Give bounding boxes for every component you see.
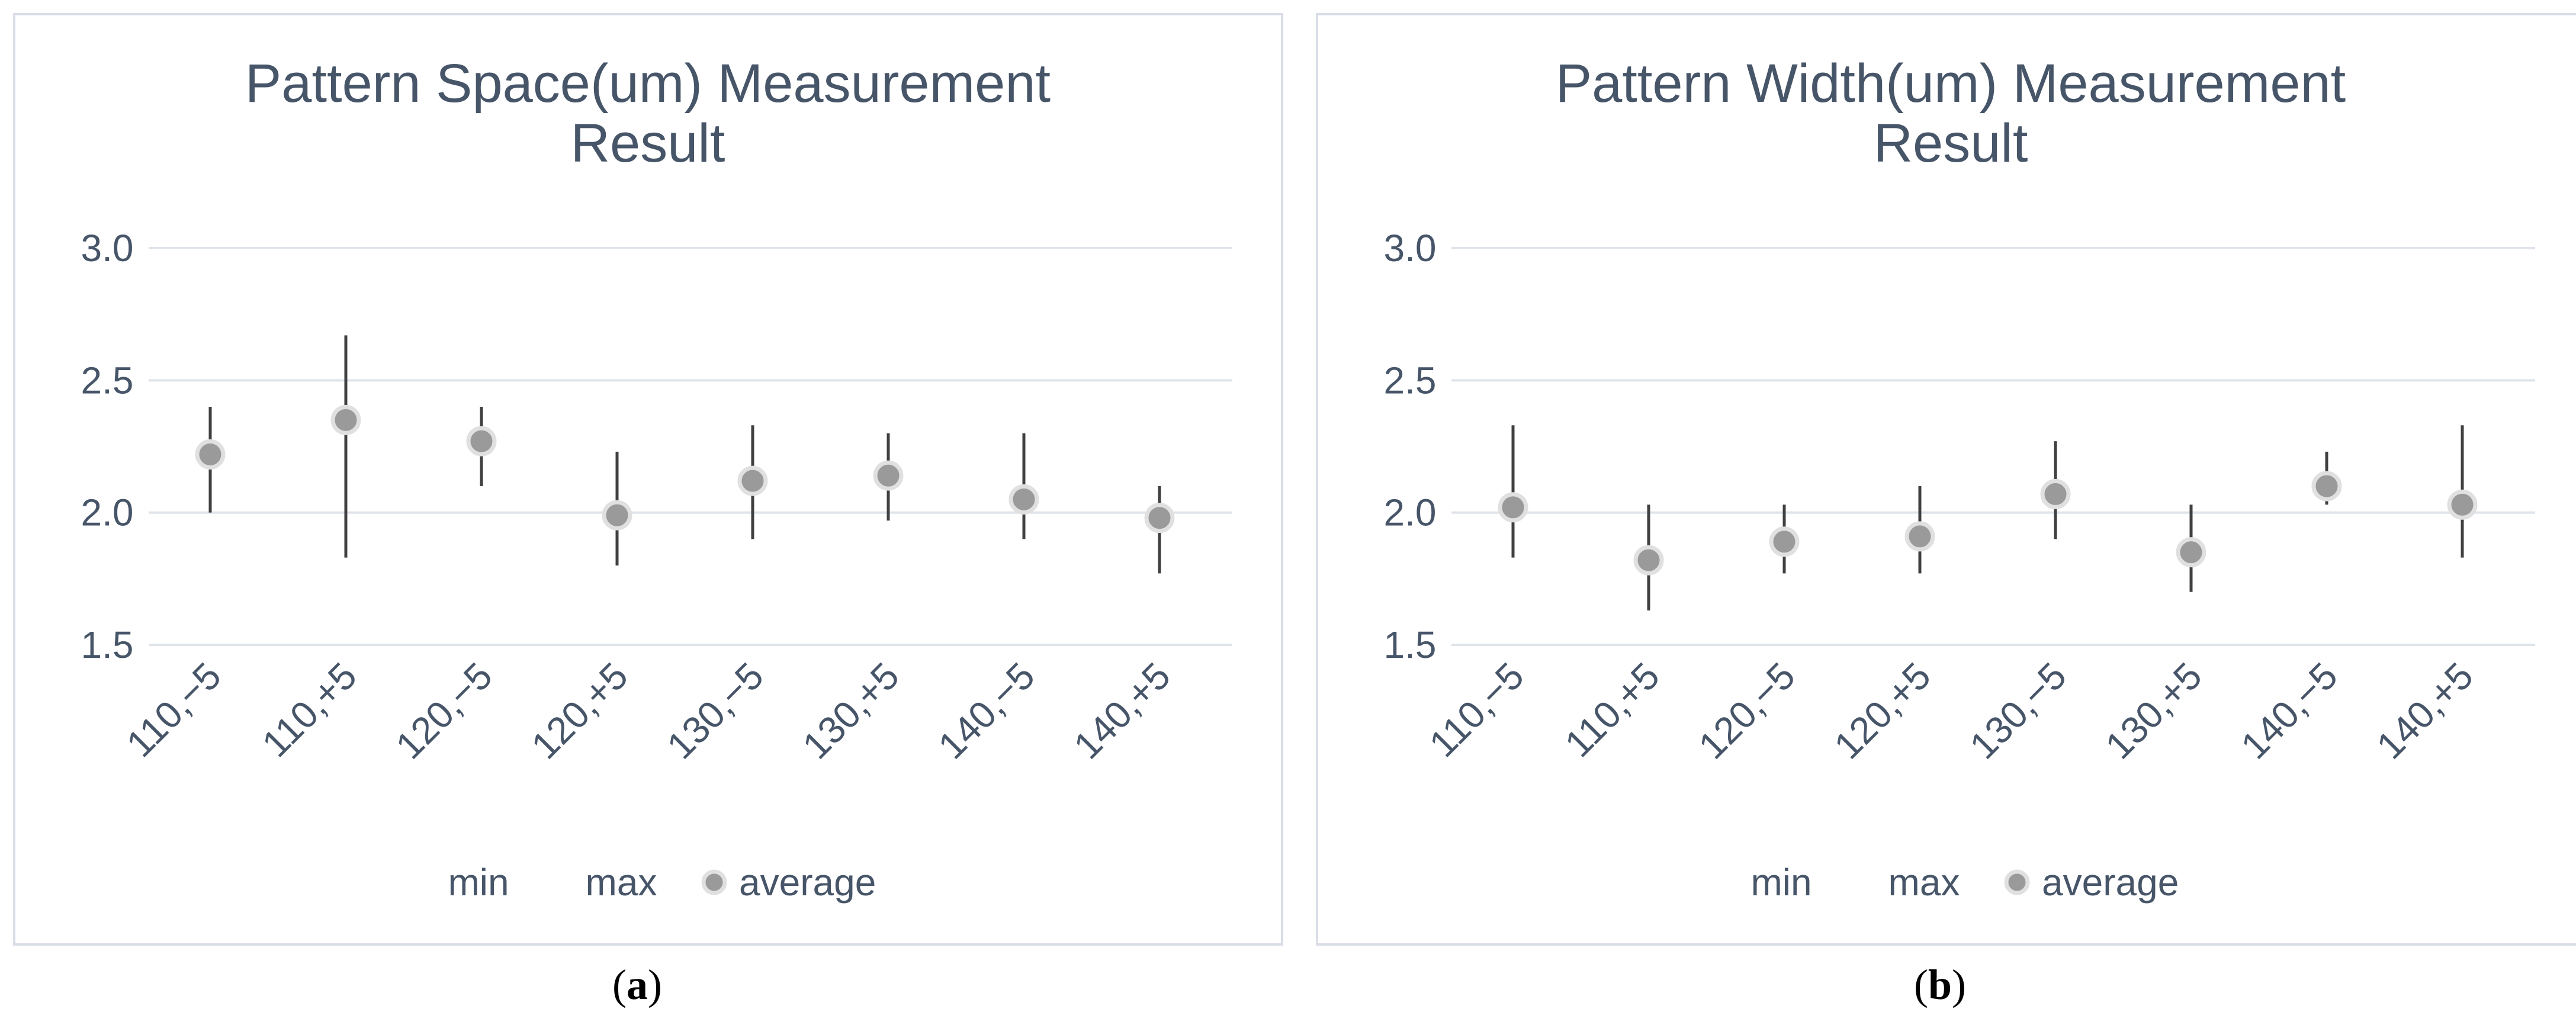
y-tick-label: 2.5: [1384, 359, 1437, 401]
chart-panel-b: Pattern Width(um) Measurement Result 3.0 2.…: [1316, 13, 2576, 946]
average-point: [737, 465, 768, 496]
legend-average-marker: [2004, 869, 2030, 895]
x-tick-label: 140,−5: [2233, 654, 2346, 767]
x-tick-label: 120,−5: [387, 654, 500, 767]
chart-panel-a: Pattern Space(um) Measurement Result 3.0 2.…: [13, 13, 1283, 946]
x-tick-label: 110,+5: [254, 654, 365, 765]
average-point: [2040, 478, 2071, 509]
x-tick-label: 130,−5: [1961, 654, 2074, 767]
chart-title-line: Result: [571, 113, 725, 173]
legend-average-label: average: [2042, 861, 2179, 904]
average-point: [2447, 489, 2478, 520]
average-point: [195, 439, 226, 470]
caption-b: (b): [1913, 961, 1966, 1008]
average-point: [2176, 537, 2206, 568]
y-tick-label: 3.0: [1384, 227, 1437, 269]
legend-max-label: max: [1888, 861, 1960, 904]
legend-min-label: min: [1750, 861, 1811, 904]
x-tick-label: 120,−5: [1690, 654, 1803, 767]
average-point: [1008, 484, 1039, 515]
y-tick-label: 2.0: [1384, 491, 1437, 534]
x-tick-label: 130,+5: [794, 654, 907, 767]
legend-min-label: min: [448, 861, 509, 904]
x-tick-label: 110,−5: [1421, 654, 1532, 765]
y-tick-label: 2.5: [81, 359, 134, 401]
x-tick-label: 140,−5: [930, 654, 1043, 767]
average-point: [1498, 492, 1528, 523]
x-tick-label: 120,+5: [523, 654, 636, 767]
average-point: [330, 404, 361, 435]
y-tick-label: 1.5: [81, 624, 134, 666]
caption-a: (a): [612, 961, 662, 1008]
y-tick-label: 1.5: [1384, 624, 1437, 666]
average-point: [466, 426, 497, 457]
legend-max-label: max: [586, 861, 657, 904]
x-tick-label: 140,+5: [2368, 654, 2481, 767]
average-point: [1904, 521, 1935, 552]
x-tick-label: 130,+5: [2097, 654, 2210, 767]
x-tick-label: 140,+5: [1065, 654, 1178, 767]
average-point: [2311, 471, 2342, 502]
chart-title-line: Result: [1874, 113, 2028, 173]
legend-average-marker: [701, 869, 727, 895]
x-tick-label: 120,+5: [1826, 654, 1939, 767]
average-point: [1769, 526, 1800, 557]
chart-title-line: Pattern Width(um) Measurement: [1556, 53, 2346, 114]
average-point: [873, 460, 904, 491]
y-tick-label: 3.0: [81, 227, 134, 269]
y-tick-label: 2.0: [81, 491, 134, 534]
chart-title-line: Pattern Space(um) Measurement: [245, 53, 1051, 114]
x-tick-label: 130,−5: [659, 654, 772, 767]
x-tick-label: 110,+5: [1557, 654, 1668, 765]
x-tick-label: 110,−5: [118, 654, 229, 765]
average-point: [1144, 503, 1175, 534]
average-point: [602, 500, 632, 531]
legend-average-label: average: [739, 861, 876, 904]
average-point: [1633, 545, 1664, 576]
